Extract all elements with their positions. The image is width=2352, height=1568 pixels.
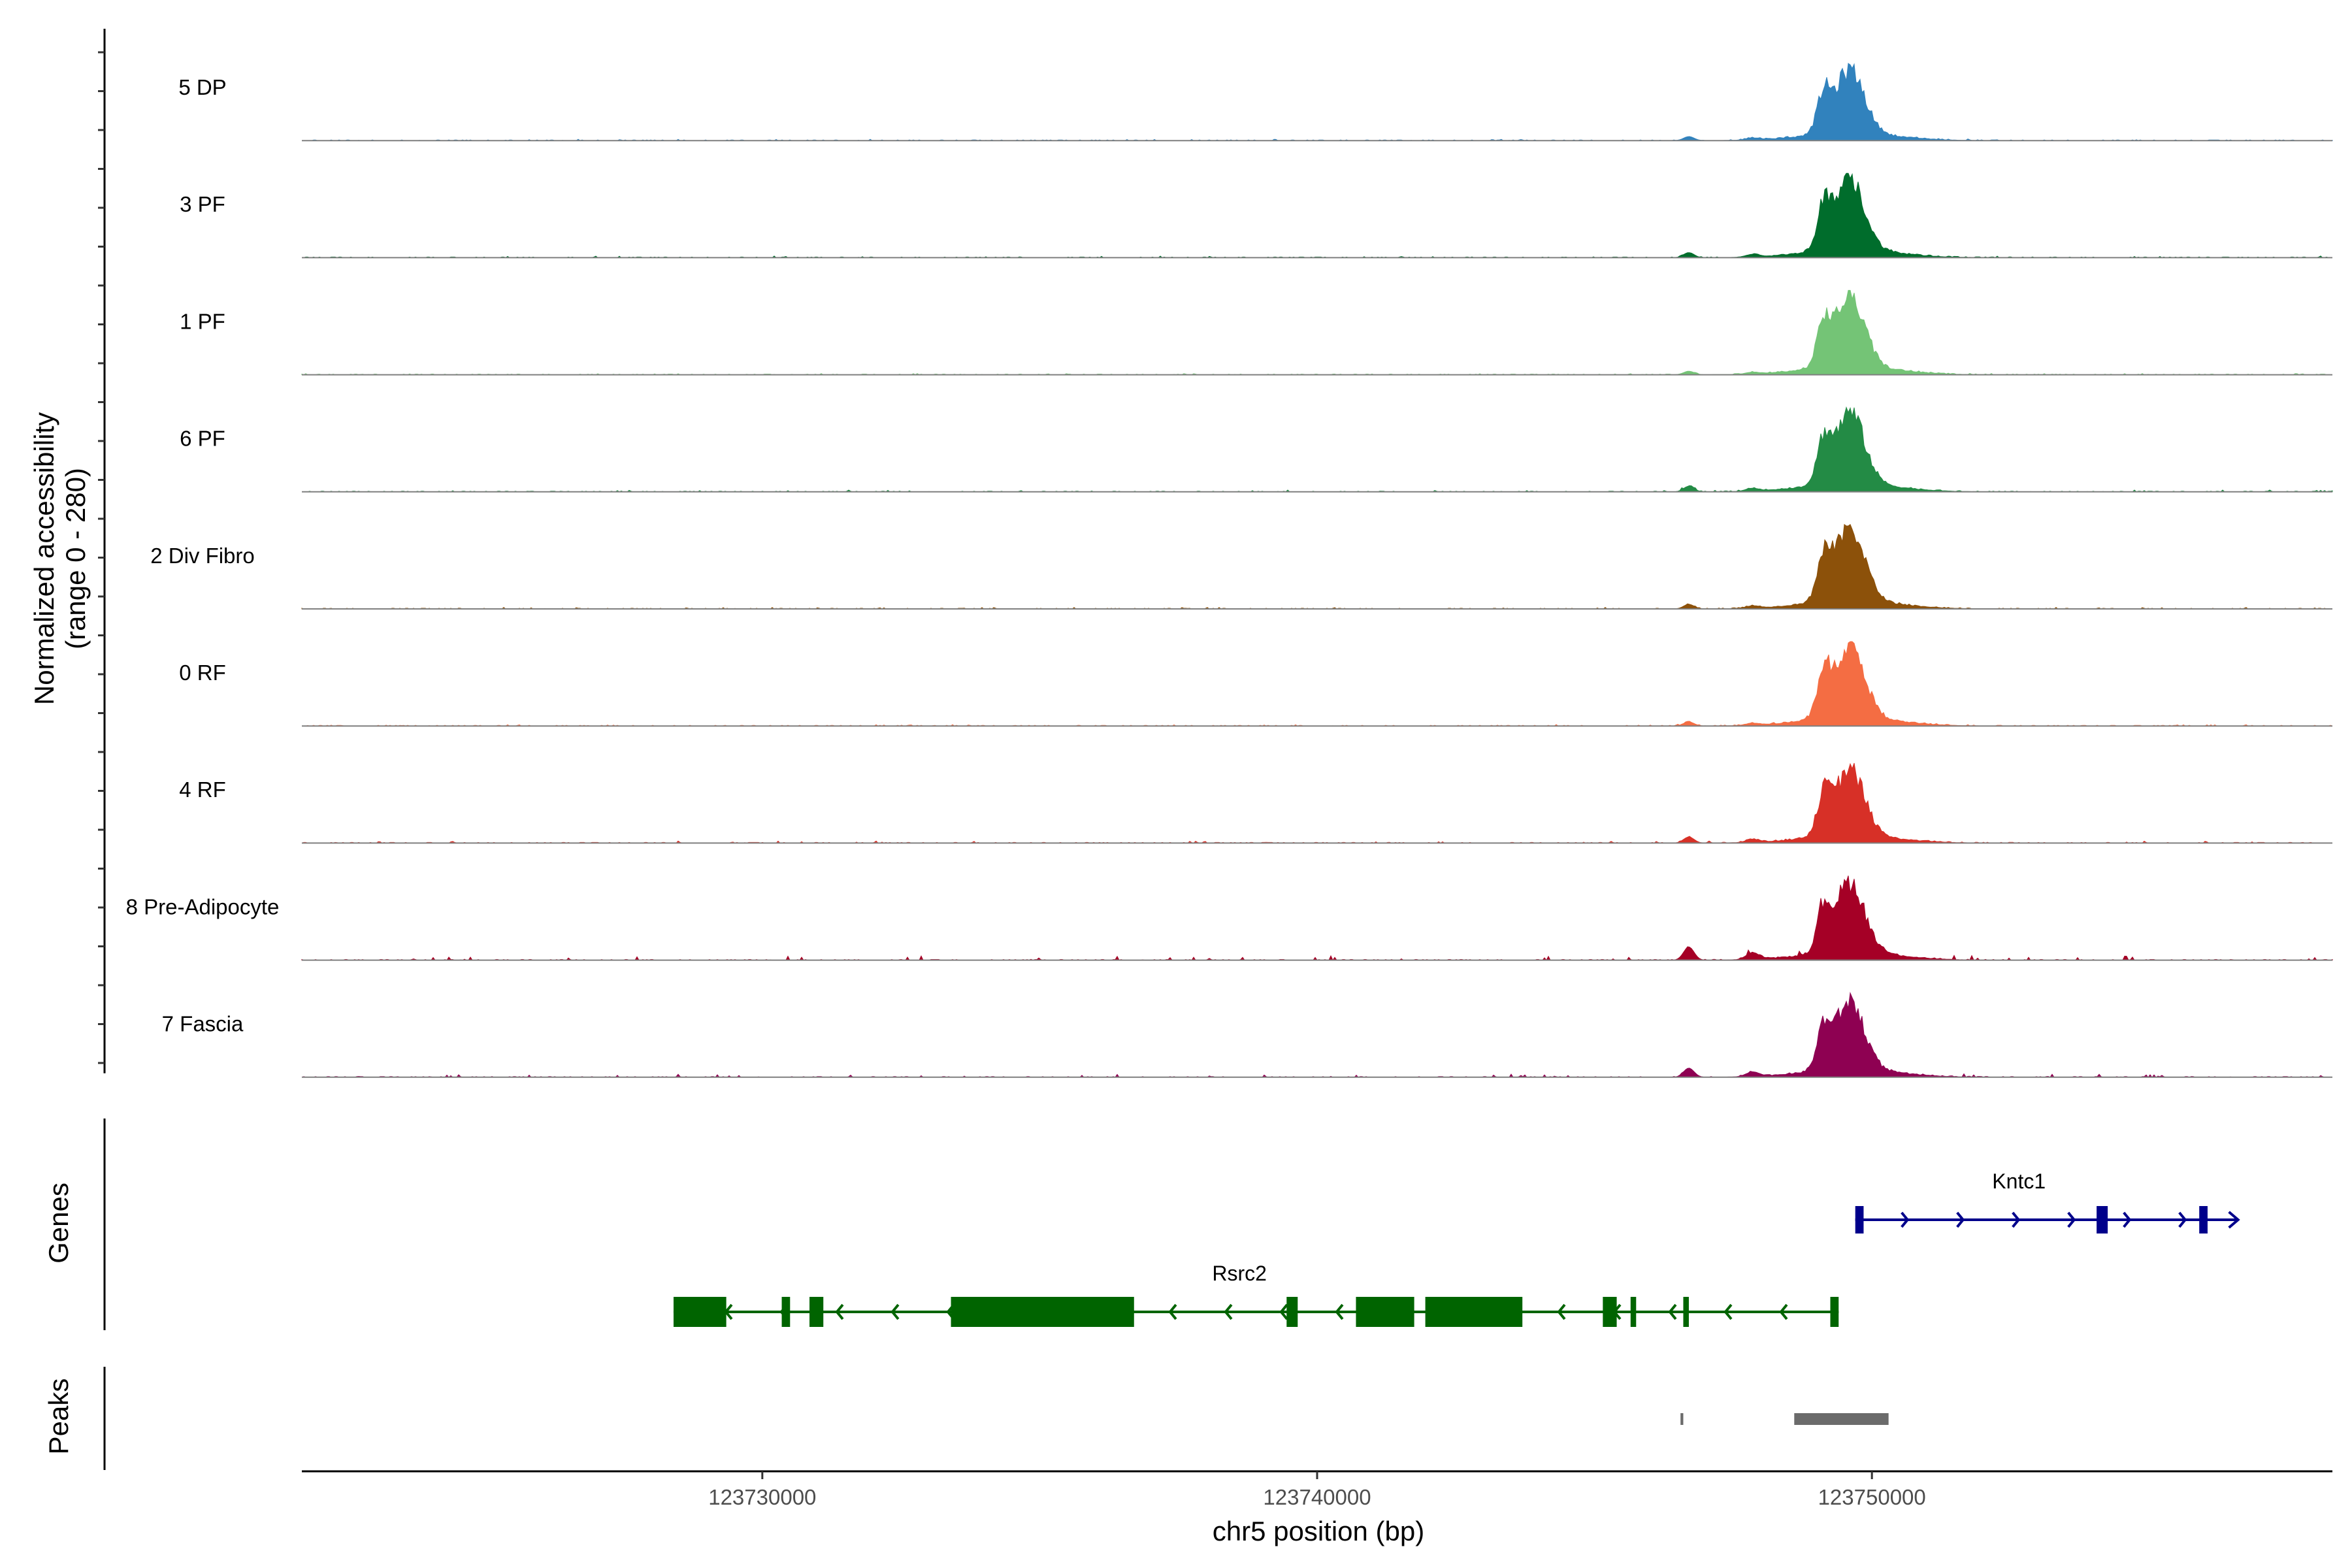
coverage-area xyxy=(301,875,2333,961)
track-label: 5 DP xyxy=(178,75,226,99)
gene-label: Rsrc2 xyxy=(1212,1262,1267,1285)
track-6-pf: 6 PF xyxy=(180,406,2333,493)
coverage-area xyxy=(301,762,2332,844)
strand-arrow xyxy=(1557,1303,1566,1320)
strand-arrow xyxy=(1168,1303,1177,1320)
track-label: 4 RF xyxy=(179,777,226,802)
coverage-area xyxy=(302,63,2333,141)
track-3-pf: 3 PF xyxy=(180,172,2332,259)
strand-arrow xyxy=(2178,1211,2187,1228)
x-tick-label: 123750000 xyxy=(1818,1485,1926,1509)
track-4-rf: 4 RF xyxy=(179,762,2332,844)
coverage-tracks: 5 DP 3 PF 1 PF 6 PF 2 Div Fibro 0 RF 4 RF 8 Pre… xyxy=(126,63,2333,1078)
strand-arrow xyxy=(1279,1303,1288,1320)
x-tick-label: 123730000 xyxy=(708,1485,816,1509)
coverage-area xyxy=(302,172,2332,258)
track-0-rf: 0 RF xyxy=(179,641,2333,727)
x-axis: 123730000 123740000 123750000 xyxy=(302,1470,2332,1509)
gene-exon xyxy=(1830,1297,1839,1327)
gene-exon xyxy=(673,1297,727,1327)
strand-arrow xyxy=(1901,1211,1910,1228)
gene-exon xyxy=(809,1297,824,1327)
strand-arrow xyxy=(1224,1303,1233,1320)
gene-rsrc2: Rsrc2 xyxy=(673,1262,1839,1327)
track-label: 1 PF xyxy=(180,309,225,333)
track-5-dp: 5 DP xyxy=(178,63,2333,142)
coverage-area xyxy=(301,289,2332,376)
track-label: 8 Pre-Adipocyte xyxy=(126,894,280,919)
peak-region xyxy=(1794,1413,1889,1425)
strand-arrow xyxy=(2012,1211,2021,1228)
peak-annotations xyxy=(1680,1413,1889,1425)
coverage-area xyxy=(302,641,2333,727)
coverage-area xyxy=(301,523,2332,610)
strand-arrow xyxy=(890,1303,900,1320)
track-1-pf: 1 PF xyxy=(180,289,2332,376)
gene-exon xyxy=(1630,1297,1637,1327)
gene-exon xyxy=(1603,1297,1617,1327)
strand-arrow xyxy=(2067,1211,2076,1228)
peak-region xyxy=(1680,1413,1684,1425)
peaks-panel-label: Peaks xyxy=(43,1379,74,1455)
track-2-div-fibro: 2 Div Fibro xyxy=(150,523,2332,610)
strand-arrow xyxy=(2123,1211,2132,1228)
genes-panel-label: Genes xyxy=(43,1183,74,1264)
track-7-fascia: 7 Fascia xyxy=(162,991,2332,1078)
strand-arrow xyxy=(1779,1303,1788,1320)
x-axis-title: chr5 position (bp) xyxy=(1213,1516,1425,1546)
gene-label: Kntc1 xyxy=(1992,1169,2046,1193)
track-label: 2 Div Fibro xyxy=(150,544,255,568)
coverage-area xyxy=(302,406,2333,493)
strand-arrow xyxy=(835,1303,844,1320)
track-label: 7 Fascia xyxy=(162,1012,244,1036)
gene-exon xyxy=(2097,1206,2108,1233)
gene-exon xyxy=(1683,1297,1689,1327)
coverage-area xyxy=(301,991,2332,1078)
gene-exon xyxy=(1356,1297,1414,1327)
track-label: 6 PF xyxy=(180,427,225,451)
y-axis-title-line1: Normalized accessibility xyxy=(29,412,59,705)
strand-arrow xyxy=(1723,1303,1733,1320)
gene-exon xyxy=(2199,1206,2208,1233)
track-8-pre-adipocyte: 8 Pre-Adipocyte xyxy=(126,875,2333,961)
gene-kntc1: Kntc1 xyxy=(1855,1169,2240,1233)
y-axis-title-line2: (range 0 - 280) xyxy=(60,468,91,649)
x-tick-label: 123740000 xyxy=(1263,1485,1371,1509)
gene-exon xyxy=(1425,1297,1523,1327)
coverage-y-axis xyxy=(98,29,106,1073)
strand-arrow-end xyxy=(2228,1211,2240,1229)
track-label: 3 PF xyxy=(180,192,225,216)
gene-exon xyxy=(1855,1206,1864,1233)
strand-arrow xyxy=(1335,1303,1344,1320)
strand-arrow xyxy=(1668,1303,1677,1320)
gene-exon xyxy=(1286,1297,1298,1327)
gene-exon xyxy=(951,1297,1134,1327)
track-label: 0 RF xyxy=(179,661,226,685)
gene-exon xyxy=(781,1297,791,1327)
gene-annotations: Kntc1 Rsrc2 xyxy=(673,1169,2240,1327)
strand-arrow xyxy=(1956,1211,1965,1228)
